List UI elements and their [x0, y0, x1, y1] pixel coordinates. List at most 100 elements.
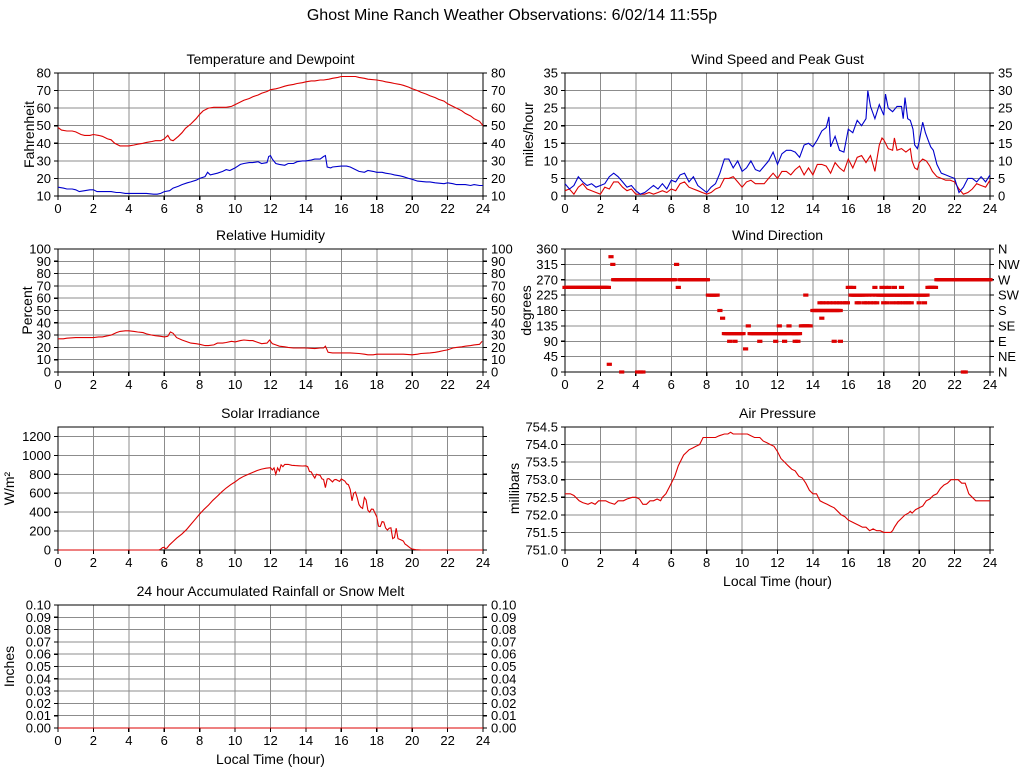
svg-text:0.05: 0.05 — [491, 659, 516, 674]
svg-text:70: 70 — [37, 83, 51, 98]
svg-text:4: 4 — [125, 555, 132, 570]
svg-text:S: S — [998, 303, 1007, 318]
svg-text:10: 10 — [491, 352, 505, 367]
chart-title: Temperature and Dewpoint — [186, 51, 354, 67]
svg-text:90: 90 — [544, 334, 558, 349]
svg-text:22: 22 — [947, 555, 961, 570]
svg-text:0.05: 0.05 — [26, 659, 51, 674]
svg-text:80: 80 — [491, 66, 505, 81]
plot-grid — [564, 248, 991, 373]
svg-text:18: 18 — [877, 555, 891, 570]
svg-text:24: 24 — [983, 201, 997, 216]
svg-text:80: 80 — [37, 266, 51, 281]
svg-text:10: 10 — [37, 189, 51, 204]
svg-text:0.09: 0.09 — [26, 610, 51, 625]
chart-title: Wind Direction — [732, 227, 823, 243]
svg-text:0.08: 0.08 — [26, 622, 51, 637]
svg-text:10: 10 — [735, 555, 749, 570]
svg-text:12: 12 — [263, 733, 277, 748]
svg-text:225: 225 — [536, 288, 558, 303]
svg-text:1200: 1200 — [22, 429, 51, 444]
svg-text:30: 30 — [37, 153, 51, 168]
series-peak-gust — [564, 90, 991, 195]
svg-text:0: 0 — [561, 201, 568, 216]
svg-text:14: 14 — [299, 201, 313, 216]
svg-text:10: 10 — [735, 201, 749, 216]
y-axis-label: miles/hour — [520, 102, 536, 167]
svg-text:2: 2 — [597, 555, 604, 570]
svg-text:20: 20 — [405, 377, 419, 392]
svg-text:20: 20 — [998, 118, 1012, 133]
series-humidity — [58, 330, 483, 356]
svg-text:50: 50 — [491, 303, 505, 318]
svg-text:0: 0 — [44, 543, 51, 558]
svg-text:600: 600 — [29, 486, 51, 501]
plot-svg: 0.00 0.000.01 0.010.02 0.020.03 0.030.04 0.04… — [1, 583, 516, 767]
svg-text:0.06: 0.06 — [26, 647, 51, 662]
page-title: Ghost Mine Ranch Weather Observations: 6… — [306, 7, 718, 24]
svg-text:2: 2 — [597, 377, 604, 392]
y-axis-label: Percent — [19, 286, 35, 334]
svg-text:0: 0 — [561, 377, 568, 392]
svg-text:0.07: 0.07 — [491, 634, 516, 649]
svg-text:0.00: 0.00 — [491, 721, 516, 736]
svg-text:30: 30 — [998, 83, 1012, 98]
y-tick-labels: 751.0 751.5 752.0 752.5 753.0 753.5 754.0 754.5 — [525, 420, 558, 558]
svg-text:8: 8 — [703, 201, 710, 216]
svg-text:6: 6 — [161, 201, 168, 216]
svg-text:0.04: 0.04 — [26, 671, 51, 686]
svg-text:8: 8 — [196, 733, 203, 748]
svg-text:0.02: 0.02 — [491, 696, 516, 711]
axis-ticks — [561, 72, 994, 200]
svg-text:16: 16 — [334, 733, 348, 748]
svg-text:14: 14 — [299, 555, 313, 570]
svg-text:20: 20 — [491, 171, 505, 186]
svg-text:2: 2 — [90, 377, 97, 392]
axis-ticks — [54, 72, 487, 200]
y-axis-label: Inches — [1, 646, 17, 687]
svg-text:20: 20 — [912, 201, 926, 216]
svg-text:20: 20 — [912, 377, 926, 392]
x-tick-labels: 0 2 4 6 8 10 12 14 16 18 20 22 24 — [561, 201, 997, 216]
svg-text:10: 10 — [228, 377, 242, 392]
chart-title: Solar Irradiance — [221, 405, 320, 421]
svg-text:20: 20 — [37, 171, 51, 186]
svg-text:8: 8 — [703, 377, 710, 392]
svg-text:14: 14 — [806, 201, 820, 216]
svg-text:751.0: 751.0 — [525, 543, 558, 558]
svg-text:12: 12 — [263, 201, 277, 216]
svg-text:14: 14 — [806, 555, 820, 570]
x-tick-labels: 0 2 4 6 8 10 12 14 16 18 20 22 24 — [561, 555, 997, 570]
svg-text:14: 14 — [299, 377, 313, 392]
svg-text:30: 30 — [37, 328, 51, 343]
svg-text:20: 20 — [912, 555, 926, 570]
svg-text:4: 4 — [125, 377, 132, 392]
svg-text:8: 8 — [196, 555, 203, 570]
svg-text:0.00: 0.00 — [26, 721, 51, 736]
svg-text:5: 5 — [998, 171, 1005, 186]
svg-text:2: 2 — [597, 201, 604, 216]
svg-text:0.04: 0.04 — [491, 671, 516, 686]
chart-title: Relative Humidity — [216, 227, 325, 243]
x-tick-labels: 0 2 4 6 8 10 12 14 16 18 20 22 24 — [54, 733, 490, 748]
svg-text:80: 80 — [37, 66, 51, 81]
svg-text:752.5: 752.5 — [525, 490, 558, 505]
svg-text:135: 135 — [536, 318, 558, 333]
x-tick-labels: 0 2 4 6 8 10 12 14 16 18 20 22 24 — [561, 377, 997, 392]
svg-text:270: 270 — [536, 272, 558, 287]
svg-text:NE: NE — [998, 349, 1016, 364]
svg-text:4: 4 — [125, 733, 132, 748]
svg-text:4: 4 — [632, 201, 639, 216]
svg-text:0: 0 — [54, 201, 61, 216]
svg-text:20: 20 — [405, 555, 419, 570]
svg-text:10: 10 — [228, 201, 242, 216]
svg-text:18: 18 — [370, 733, 384, 748]
svg-text:24: 24 — [476, 555, 490, 570]
svg-text:10: 10 — [228, 555, 242, 570]
svg-text:6: 6 — [161, 555, 168, 570]
y-tick-labels: 0 0 5 5 10 10 15 15 20 20 25 25 30 30 35 35 — [544, 66, 1013, 204]
svg-text:18: 18 — [877, 201, 891, 216]
